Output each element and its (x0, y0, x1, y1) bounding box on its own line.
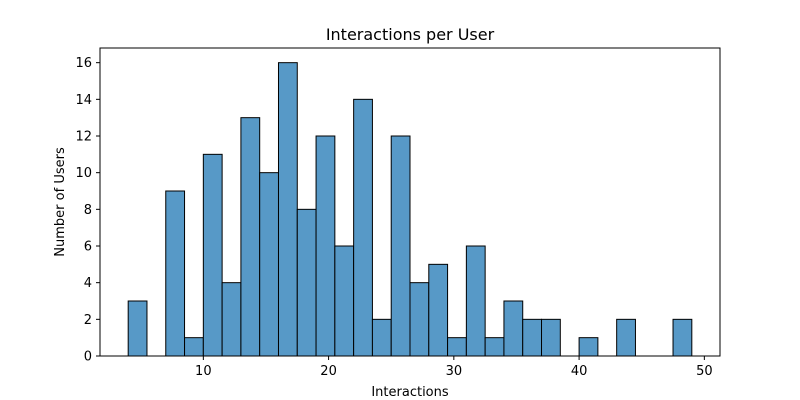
plot-frame (99, 47, 721, 357)
x-tick-label: 30 (446, 364, 463, 379)
histogram-bar (184, 337, 204, 357)
x-tick-label: 10 (195, 364, 212, 379)
bars-group (127, 62, 693, 357)
y-axis-ticks: 0 2 4 6 8 10 12 14 16 (75, 56, 100, 365)
histogram-bar (127, 300, 148, 357)
histogram-bar (541, 318, 561, 357)
histogram-bar (221, 282, 242, 357)
y-tick-label: 4 (84, 276, 92, 291)
histogram-bar (409, 282, 430, 357)
y-tick-label: 14 (75, 93, 92, 108)
x-tick-label: 20 (320, 364, 337, 379)
x-axis-label: Interactions (371, 385, 449, 400)
x-tick-label: 40 (571, 364, 588, 379)
y-tick-label: 10 (75, 166, 92, 181)
chart-title: Interactions per User (326, 25, 495, 44)
histogram-bar (240, 117, 261, 357)
histogram-bar (371, 318, 392, 357)
histogram-bar (334, 245, 355, 357)
histogram-bar (616, 318, 636, 357)
y-tick-label: 6 (84, 240, 92, 255)
histogram-bar (296, 208, 317, 357)
histogram-bar (315, 135, 336, 357)
y-axis-label: Number of Users (53, 147, 68, 257)
histogram-bar (277, 62, 298, 357)
histogram-bar (578, 337, 599, 357)
y-tick-label: 0 (84, 350, 92, 365)
histogram-bar (353, 98, 373, 357)
histogram-bar (484, 337, 505, 357)
histogram-bar (259, 172, 279, 357)
y-tick-label: 16 (75, 56, 92, 71)
y-tick-label: 2 (84, 313, 92, 328)
x-axis-ticks: 10 20 30 40 50 (195, 356, 713, 379)
x-tick-label: 50 (696, 364, 713, 379)
histogram-bar (672, 318, 693, 357)
histogram-bar (522, 318, 543, 357)
histogram-bar (202, 153, 223, 357)
y-tick-label: 8 (84, 203, 92, 218)
histogram-bar (390, 135, 411, 357)
histogram-bar (428, 263, 449, 357)
histogram-bar (447, 337, 467, 357)
y-tick-label: 12 (75, 130, 92, 145)
histogram-bar (465, 245, 486, 357)
histogram-bar (165, 190, 186, 357)
histogram-bar (503, 300, 524, 357)
